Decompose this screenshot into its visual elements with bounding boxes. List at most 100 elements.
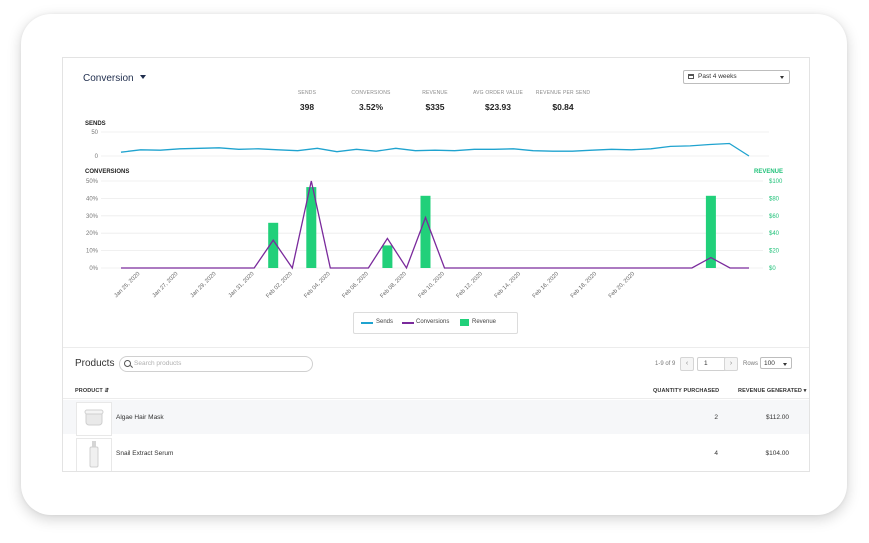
legend-item-conversions[interactable]: Conversions <box>416 319 450 325</box>
product-thumbnail <box>76 438 112 471</box>
revenue-bar <box>420 195 431 268</box>
rows-select[interactable]: 100 <box>760 357 792 369</box>
x-tick-label: Feb 18, 2020 <box>570 271 598 299</box>
conversions-series-line <box>121 180 749 270</box>
table-row[interactable]: Algae Hair Mask 2 $112.00 <box>63 400 809 436</box>
stat-value: 3.52% <box>358 102 384 112</box>
chart-legend: Sends Conversions Revenue <box>353 312 518 334</box>
stat-label: AVG ORDER VALUE <box>472 90 524 96</box>
x-tick-label: Jan 31, 2020 <box>228 271 256 299</box>
sort-desc-icon: ▾ <box>803 388 807 394</box>
prev-page-button[interactable]: ‹ <box>680 357 694 371</box>
y2-tick-label: $100 <box>769 179 783 185</box>
caret-down-icon[interactable] <box>140 75 146 79</box>
y2-tick-label: $60 <box>769 214 780 220</box>
y-tick-label: 50 <box>91 130 98 136</box>
stat-label: SENDS <box>297 90 317 96</box>
jar-icon <box>84 409 104 426</box>
date-range-select[interactable]: Past 4 weeks <box>683 70 790 84</box>
x-tick-label: Feb 02, 2020 <box>265 271 293 299</box>
header-divider <box>63 398 809 399</box>
product-quantity: 4 <box>714 450 718 457</box>
y-tick-label: 50% <box>86 179 99 185</box>
x-tick-label: Feb 12, 2020 <box>456 271 484 299</box>
products-title: Products <box>75 358 115 369</box>
x-tick-label: Feb 08, 2020 <box>379 271 407 299</box>
stat-revenue: REVENUE $335 <box>413 90 457 112</box>
x-tick-label: Feb 16, 2020 <box>532 271 560 299</box>
column-header-product[interactable]: PRODUCT ⇵ <box>75 388 109 394</box>
y2-tick-label: $40 <box>769 231 780 237</box>
revenue-axis-title: REVENUE <box>754 169 783 175</box>
stat-label: REVENUE PER SEND <box>535 90 591 96</box>
product-revenue: $112.00 <box>765 414 789 421</box>
stat-value: $0.84 <box>552 102 574 112</box>
table-row[interactable]: Snail Extract Serum 4 $104.00 <box>63 436 809 471</box>
y-tick-label: 10% <box>86 249 99 255</box>
search-input[interactable]: Search products <box>119 356 313 372</box>
sends-series-line <box>120 142 750 157</box>
rows-label: Rows <box>743 361 759 367</box>
y-tick-label: 20% <box>86 231 99 237</box>
conversion-chart: SENDS 50 0 CONVERSIONS REVENUE 50% $100 40% $80 3… <box>85 121 783 300</box>
y2-tick-label: $20 <box>769 249 780 255</box>
stat-label: CONVERSIONS <box>351 90 391 96</box>
conversion-panel: Conversion Past 4 weeks SENDS 398 CONVER… <box>62 57 810 472</box>
y2-tick-label: $0 <box>769 266 776 272</box>
revenue-legend-swatch <box>460 319 469 326</box>
next-page-button[interactable]: › <box>724 357 738 371</box>
revenue-bar <box>705 195 716 268</box>
chevron-down-icon <box>783 363 787 366</box>
x-tick-label: Feb 10, 2020 <box>418 271 446 299</box>
section-divider <box>63 347 809 348</box>
page-title[interactable]: Conversion <box>83 73 134 84</box>
x-tick-label: Feb 04, 2020 <box>303 271 331 299</box>
x-tick-label: Jan 25, 2020 <box>113 271 141 299</box>
sends-legend-swatch <box>361 322 373 324</box>
legend-item-revenue[interactable]: Revenue <box>472 319 497 325</box>
calendar-icon <box>688 74 694 79</box>
x-tick-label: Feb 14, 2020 <box>494 271 522 299</box>
legend-item-sends[interactable]: Sends <box>376 319 394 325</box>
revenue-bar <box>268 222 279 268</box>
y-tick-label: 0 <box>95 154 99 160</box>
serum-bottle-icon <box>89 441 99 468</box>
x-tick-label: Jan 29, 2020 <box>190 271 218 299</box>
y-tick-label: 30% <box>86 214 99 220</box>
column-header-label: QUANTITY PURCHASED <box>653 388 720 394</box>
y2-tick-label: $80 <box>769 196 780 202</box>
stat-sends: SENDS 398 <box>287 90 327 112</box>
y-tick-label: 0% <box>89 266 98 272</box>
revenue-bar <box>306 187 317 268</box>
chevron-down-icon <box>780 76 784 79</box>
page-input[interactable]: 1 <box>697 357 727 371</box>
conversions-legend-swatch <box>402 322 414 324</box>
product-thumbnail <box>76 402 112 436</box>
column-header-revenue[interactable]: REVENUE GENERATED ▾ <box>738 388 806 394</box>
search-icon <box>124 360 131 367</box>
product-name: Snail Extract Serum <box>116 450 174 457</box>
column-header-label: PRODUCT <box>75 388 103 394</box>
product-name: Algae Hair Mask <box>116 414 164 421</box>
stat-value: 398 <box>299 102 315 112</box>
sort-icon: ⇵ <box>104 388 110 394</box>
column-header-quantity[interactable]: QUANTITY PURCHASED <box>653 388 719 394</box>
pagination-range: 1-9 of 9 <box>655 361 676 367</box>
product-revenue: $104.00 <box>765 450 790 457</box>
product-quantity: 2 <box>714 414 718 421</box>
x-tick-label: Jan 27, 2020 <box>152 271 180 299</box>
stat-revenue-per-send: REVENUE PER SEND $0.84 <box>531 90 595 112</box>
x-tick-label: Feb 06, 2020 <box>341 271 369 299</box>
rows-value: 100 <box>764 360 775 367</box>
date-range-label: Past 4 weeks <box>698 73 737 80</box>
column-header-label: REVENUE GENERATED <box>738 388 802 394</box>
stat-conversions: CONVERSIONS 3.52% <box>343 90 399 112</box>
y-tick-label: 40% <box>86 196 99 202</box>
revenue-bar <box>382 245 393 268</box>
x-tick-label: Feb 20, 2020 <box>608 271 636 299</box>
sends-axis-title: SENDS <box>85 121 106 127</box>
conversions-axis-title: CONVERSIONS <box>85 169 129 175</box>
search-placeholder: Search products <box>134 360 182 367</box>
stat-label: REVENUE <box>422 90 448 96</box>
stat-avg-order-value: AVG ORDER VALUE $23.93 <box>468 90 528 112</box>
